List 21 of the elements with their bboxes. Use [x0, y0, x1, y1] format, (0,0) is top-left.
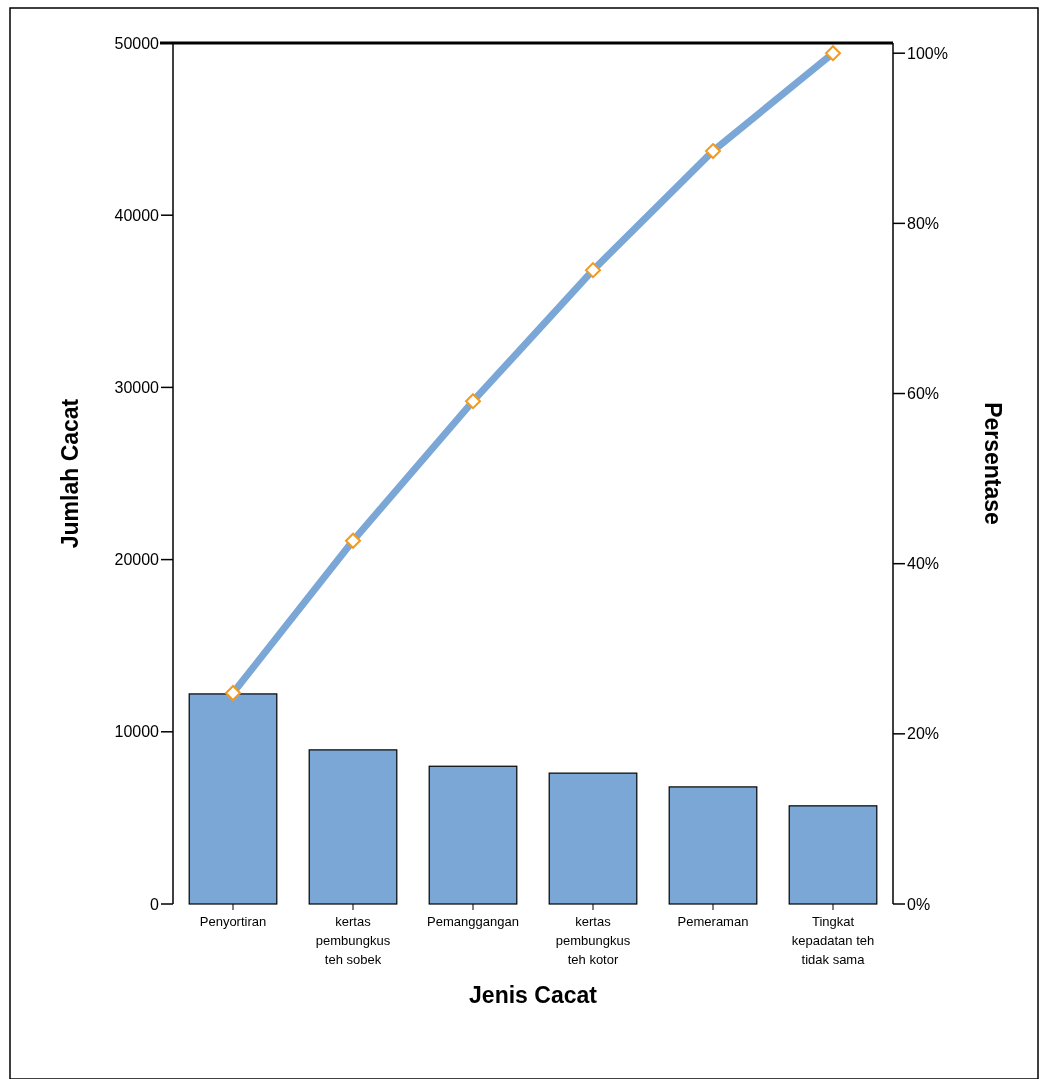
y-axis-title: Jumlah Cacat — [57, 398, 83, 549]
x-tick-label: Tingkat kepadatan teh tidak sama — [791, 914, 875, 967]
y2-tick-label: 0% — [907, 895, 931, 913]
y2-tick-label: 40% — [907, 555, 940, 573]
y2-axis-title: Persentase — [980, 402, 1006, 525]
y2-tick-label: 20% — [907, 725, 940, 743]
x-tick-label: Pemanggangan — [427, 914, 519, 929]
y-tick-label: 50000 — [114, 34, 160, 52]
y-tick-label: 0 — [150, 895, 160, 913]
y-tick-label: 40000 — [114, 206, 160, 224]
y2-tick-label: 60% — [907, 385, 940, 403]
x-tick-label: Pemeraman — [677, 914, 749, 929]
x-tick-label: Penyortiran — [199, 914, 267, 929]
y-tick-label: 30000 — [114, 379, 160, 396]
y-tick-label: 20000 — [114, 551, 160, 569]
x-tick-label: kertas pembungkus teh sobek — [315, 914, 391, 967]
y2-tick-label: 100% — [907, 44, 948, 62]
x-axis-title: Jenis Cacat — [469, 982, 598, 1008]
x-tick-label: kertas pembungkus teh kotor — [555, 914, 631, 967]
y2-tick-label: 80% — [907, 214, 940, 232]
y-tick-label: 10000 — [114, 723, 160, 741]
